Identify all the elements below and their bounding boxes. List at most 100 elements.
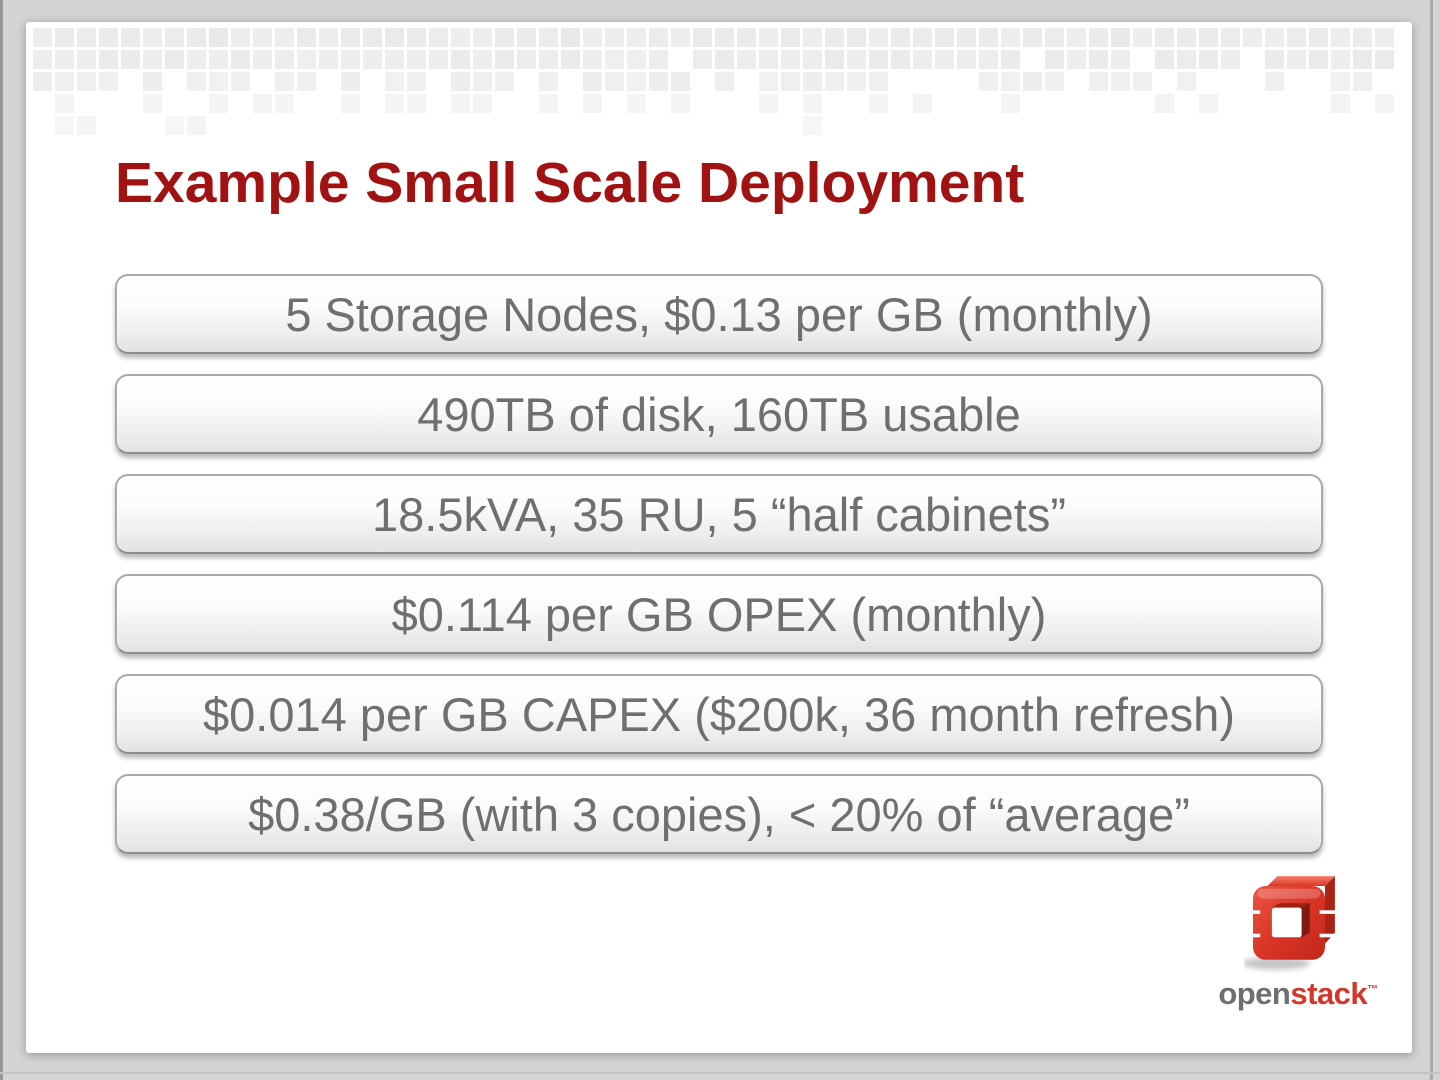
logo-word-open: open — [1218, 976, 1291, 1011]
mosaic-square — [891, 28, 910, 47]
mosaic-square — [1265, 72, 1284, 91]
mosaic-square — [407, 94, 426, 113]
mosaic-square — [1155, 94, 1174, 113]
mosaic-square — [55, 50, 74, 69]
frame-line-right — [1430, 0, 1433, 1080]
mosaic-square — [1045, 28, 1064, 47]
mosaic-square — [165, 116, 184, 135]
mosaic-square — [1309, 50, 1328, 69]
mosaic-square — [825, 28, 844, 47]
mosaic-square — [583, 28, 602, 47]
mosaic-square — [121, 28, 140, 47]
mosaic-square — [605, 72, 624, 91]
mosaic-square — [1067, 50, 1086, 69]
mosaic-square — [33, 72, 52, 91]
mosaic-square — [165, 28, 184, 47]
mosaic-square — [341, 72, 360, 91]
mosaic-square — [935, 28, 954, 47]
info-bar: $0.114 per GB OPEX (monthly) — [115, 574, 1323, 654]
mosaic-square — [605, 28, 624, 47]
info-bar-label: $0.014 per GB CAPEX ($200k, 36 month ref… — [203, 687, 1235, 741]
mosaic-square — [715, 28, 734, 47]
mosaic-square — [1133, 28, 1152, 47]
mosaic-square — [1199, 28, 1218, 47]
mosaic-square — [649, 28, 668, 47]
frame-line-bottom — [0, 1072, 1440, 1074]
mosaic-square — [143, 50, 162, 69]
openstack-cube-icon — [1244, 876, 1338, 970]
mosaic-square — [825, 50, 844, 69]
mosaic-square — [495, 28, 514, 47]
info-bar: 5 Storage Nodes, $0.13 per GB (monthly) — [115, 274, 1323, 354]
mosaic-square — [561, 50, 580, 69]
logo-trademark: ™ — [1367, 983, 1378, 996]
mosaic-square — [297, 72, 316, 91]
mosaic-square — [209, 28, 228, 47]
mosaic-square — [253, 50, 272, 69]
mosaic-square — [1199, 94, 1218, 113]
mosaic-square — [1199, 50, 1218, 69]
mosaic-square — [1001, 94, 1020, 113]
mosaic-square — [649, 72, 668, 91]
mosaic-square — [385, 50, 404, 69]
info-bar: 18.5kVA, 35 RU, 5 “half cabinets” — [115, 474, 1323, 554]
mosaic-square — [1375, 94, 1394, 113]
mosaic-square — [363, 28, 382, 47]
mosaic-square — [275, 50, 294, 69]
mosaic-square — [737, 50, 756, 69]
mosaic-square — [231, 28, 250, 47]
mosaic-square — [451, 28, 470, 47]
mosaic-square — [649, 50, 668, 69]
mosaic-square — [143, 94, 162, 113]
mosaic-square — [583, 94, 602, 113]
mosaic-square — [385, 72, 404, 91]
mosaic-square — [77, 28, 96, 47]
mosaic-square — [407, 28, 426, 47]
logo-word-stack: stack — [1290, 976, 1368, 1011]
mosaic-square — [803, 72, 822, 91]
mosaic-square — [539, 72, 558, 91]
mosaic-square — [1001, 50, 1020, 69]
openstack-logo: openstack™ — [1218, 868, 1378, 1012]
mosaic-square — [1331, 50, 1350, 69]
mosaic-square — [1221, 28, 1240, 47]
info-bar-label: $0.114 per GB OPEX (monthly) — [391, 587, 1047, 641]
mosaic-square — [935, 50, 954, 69]
mosaic-square — [55, 116, 74, 135]
mosaic-square — [759, 28, 778, 47]
mosaic-square — [1309, 28, 1328, 47]
mosaic-square — [803, 116, 822, 135]
mosaic-square — [253, 28, 272, 47]
mosaic-square — [693, 28, 712, 47]
mosaic-square — [1375, 50, 1394, 69]
mosaic-square — [913, 94, 932, 113]
openstack-wordmark: openstack™ — [1218, 976, 1378, 1012]
mosaic-square — [473, 50, 492, 69]
mosaic-square — [715, 50, 734, 69]
mosaic-square — [1089, 50, 1108, 69]
mosaic-square — [77, 72, 96, 91]
mosaic-square — [671, 94, 690, 113]
slide-title: Example Small Scale Deployment — [115, 151, 1025, 215]
mosaic-square — [781, 50, 800, 69]
mosaic-square — [121, 50, 140, 69]
mosaic-square — [187, 28, 206, 47]
mosaic-square — [33, 50, 52, 69]
mosaic-square — [715, 72, 734, 91]
mosaic-square — [275, 94, 294, 113]
mosaic-square — [979, 50, 998, 69]
mosaic-square — [759, 94, 778, 113]
mosaic-square — [781, 28, 800, 47]
mosaic-square — [1111, 50, 1130, 69]
mosaic-square — [781, 72, 800, 91]
mosaic-square — [979, 72, 998, 91]
slide: Example Small Scale Deployment 5 Storage… — [26, 22, 1412, 1053]
mosaic-square — [539, 50, 558, 69]
mosaic-square — [803, 94, 822, 113]
mosaic-square — [473, 94, 492, 113]
mosaic-square — [1155, 50, 1174, 69]
info-bar: 490TB of disk, 160TB usable — [115, 374, 1323, 454]
mosaic-square — [693, 50, 712, 69]
mosaic-square — [297, 28, 316, 47]
mosaic-square — [1287, 50, 1306, 69]
